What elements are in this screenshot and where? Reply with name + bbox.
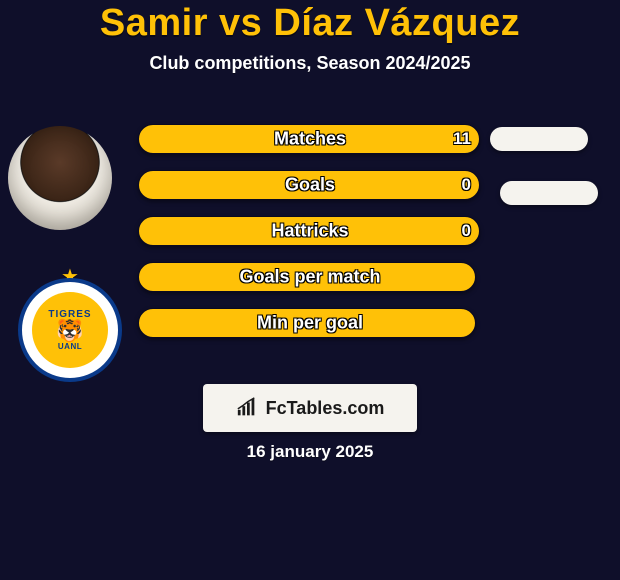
badge-text-bottom: UANL xyxy=(58,342,82,351)
team-badge: ★ TIGRES 🐯 UANL xyxy=(18,260,122,390)
branding-text: FcTables.com xyxy=(266,398,385,419)
stat-bar: Goals per match xyxy=(138,262,476,292)
page-subtitle: Club competitions, Season 2024/2025 xyxy=(0,53,620,74)
stat-label: Min per goal xyxy=(139,313,481,334)
stat-label: Goals per match xyxy=(139,267,481,288)
opponent-pill-2 xyxy=(500,181,598,205)
stat-row: Matches11 xyxy=(138,124,480,154)
stat-label: Matches xyxy=(139,129,481,150)
stat-value: 11 xyxy=(453,129,471,149)
stat-bars: Matches11Goals0Hattricks0Goals per match… xyxy=(138,124,480,354)
comparison-card: Samir vs Díaz Vázquez Club competitions,… xyxy=(0,2,620,580)
chart-bars-icon xyxy=(236,397,258,419)
stat-value: 0 xyxy=(462,175,471,195)
stat-label: Goals xyxy=(139,175,481,196)
stat-bar: Matches11 xyxy=(138,124,480,154)
stat-bar: Min per goal xyxy=(138,308,476,338)
stat-value: 0 xyxy=(462,221,471,241)
badge-inner: TIGRES 🐯 UANL xyxy=(32,292,108,368)
tiger-icon: 🐯 xyxy=(56,320,83,342)
stat-row: Hattricks0 xyxy=(138,216,480,246)
player-avatar xyxy=(8,126,112,230)
branding-box: FcTables.com xyxy=(203,384,417,432)
stat-bar: Goals0 xyxy=(138,170,480,200)
page-title: Samir vs Díaz Vázquez xyxy=(0,2,620,45)
footer-date: 16 january 2025 xyxy=(0,442,620,462)
stat-row: Goals0 xyxy=(138,170,480,200)
opponent-pill-1 xyxy=(490,127,588,151)
stat-row: Goals per match xyxy=(138,262,480,292)
stat-bar: Hattricks0 xyxy=(138,216,480,246)
stat-label: Hattricks xyxy=(139,221,481,242)
stat-row: Min per goal xyxy=(138,308,480,338)
